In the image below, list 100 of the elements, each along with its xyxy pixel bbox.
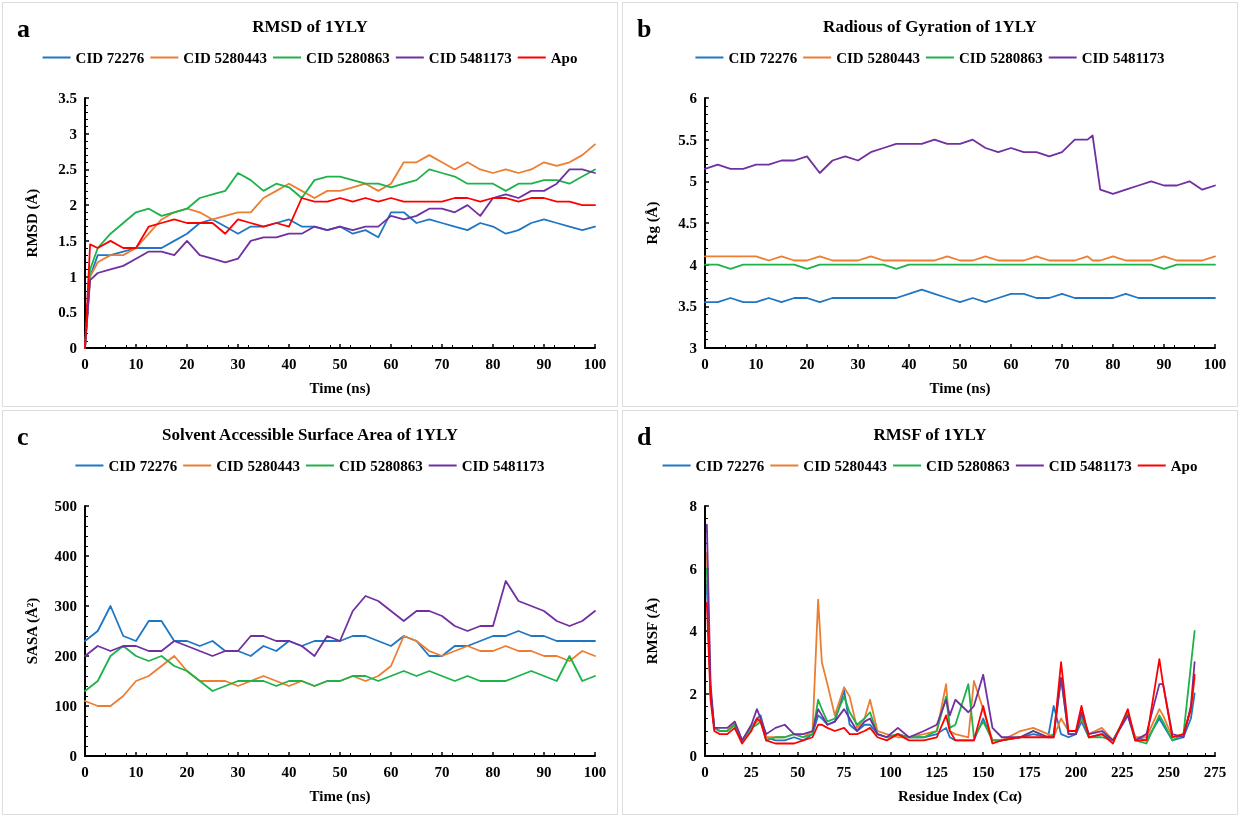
x-tick-label: 10 (128, 763, 144, 780)
text: b (637, 13, 652, 43)
y-tick-label: 2 (69, 197, 77, 214)
x-tick-label: 0 (701, 763, 709, 780)
legend-label: CID 72276 (728, 49, 798, 66)
x-tick-label: 75 (836, 763, 852, 780)
x-tick-label: 40 (281, 355, 297, 372)
legend-label: Apo (550, 49, 578, 66)
x-tick-label: 80 (485, 763, 501, 780)
x-axis-title: Time (ns) (309, 787, 371, 805)
x-tick-label: 20 (799, 355, 815, 372)
y-tick-label: 3.5 (678, 298, 697, 315)
x-tick-label: 275 (1203, 763, 1227, 780)
y-tick-label: 3 (69, 125, 77, 142)
x-tick-label: 100 (583, 763, 607, 780)
y-axis-title: RMSF (Å) (643, 597, 661, 665)
x-tick-label: 20 (179, 763, 195, 780)
y-tick-label: 500 (54, 498, 77, 514)
x-tick-label: 125 (925, 763, 949, 780)
legend-label: CID 5280863 (958, 49, 1043, 66)
legend-label: CID 5280863 (338, 457, 423, 474)
legend-label: CID 5481173 (1048, 457, 1132, 474)
y-tick-label: 3.5 (58, 90, 77, 106)
x-tick-label: 250 (1157, 763, 1180, 780)
x-tick-label: 60 (383, 355, 399, 372)
chart-title: Radious of Gyration of 1YLY (823, 17, 1037, 36)
legend-label: CID 72276 (75, 49, 145, 66)
y-axis-title: SASA (Å²) (23, 597, 41, 665)
y-tick-label: 8 (689, 498, 697, 514)
line-series (704, 134, 1216, 195)
x-tick-label: 20 (179, 355, 195, 372)
x-tick-label: 80 (485, 355, 501, 372)
x-tick-label: 50 (790, 763, 806, 780)
x-tick-label: 60 (383, 763, 399, 780)
y-tick-label: 4.5 (678, 215, 697, 231)
y-tick-label: 200 (54, 648, 77, 664)
text: c (17, 421, 29, 451)
line-series (84, 645, 596, 692)
y-tick-label: 100 (54, 698, 77, 714)
x-tick-label: 100 (583, 355, 607, 372)
x-tick-label: 100 (879, 763, 902, 780)
line-series (84, 580, 596, 657)
legend-label: CID 72276 (695, 457, 765, 474)
x-tick-label: 30 (230, 355, 246, 372)
legend-label: CID 5280443 (183, 49, 268, 66)
x-tick-label: 0 (701, 355, 709, 372)
y-axis-title: Rg (Å) (643, 201, 661, 245)
chart-title: RMSD of 1YLY (252, 17, 368, 36)
x-tick-label: 90 (536, 355, 552, 372)
x-tick-label: 10 (128, 355, 144, 372)
line-series (704, 288, 1216, 304)
x-tick-label: 70 (434, 355, 450, 372)
y-tick-label: 0.5 (58, 304, 77, 321)
x-tick-label: 70 (434, 763, 450, 780)
x-tick-label: 0 (81, 355, 89, 372)
chart-title: RMSF of 1YLY (873, 425, 987, 444)
x-tick-label: 225 (1111, 763, 1134, 780)
y-tick-label: 400 (54, 548, 77, 564)
legend-label: CID 5280443 (836, 49, 920, 66)
legend-label: Apo (1170, 457, 1198, 474)
legend-label: CID 5280443 (803, 457, 888, 474)
x-tick-label: 60 (1003, 355, 1019, 372)
y-tick-label: 0 (69, 340, 77, 356)
y-tick-label: 0 (689, 748, 697, 764)
x-axis-title: Residue Index (Cα) (897, 787, 1023, 805)
x-tick-label: 50 (952, 355, 968, 372)
y-tick-label: 2 (689, 685, 697, 702)
text: d (637, 421, 652, 451)
x-tick-label: 0 (81, 763, 89, 780)
x-tick-label: 175 (1018, 763, 1041, 780)
legend-label: CID 5280443 (216, 457, 300, 474)
x-tick-label: 50 (332, 355, 348, 372)
x-tick-label: 30 (230, 763, 246, 780)
x-tick-label: 150 (971, 763, 995, 780)
legend-label: CID 5481173 (1081, 49, 1165, 66)
x-axis-title: Time (ns) (309, 379, 371, 397)
line-series (84, 605, 596, 657)
legend-label: CID 5481173 (428, 49, 512, 66)
y-axis-title: RMSD (Å) (23, 188, 41, 258)
y-tick-label: 5 (689, 173, 697, 190)
x-tick-label: 30 (850, 355, 866, 372)
text: a (17, 13, 30, 43)
y-tick-label: 0 (69, 748, 77, 764)
y-tick-label: 4 (689, 623, 698, 639)
x-tick-label: 70 (1054, 355, 1070, 372)
x-tick-label: 10 (748, 355, 764, 372)
y-tick-label: 1.5 (58, 232, 77, 249)
x-tick-label: 90 (536, 763, 552, 780)
legend-label: CID 5481173 (461, 457, 545, 474)
y-tick-label: 3 (689, 340, 697, 356)
x-tick-label: 40 (901, 355, 917, 372)
x-tick-label: 100 (1203, 355, 1227, 372)
y-tick-label: 4 (689, 256, 698, 273)
legend-label: CID 72276 (108, 457, 178, 474)
y-tick-label: 2.5 (58, 161, 77, 178)
chart-title: Solvent Accessible Surface Area of 1YLY (161, 425, 459, 444)
x-tick-label: 80 (1105, 355, 1121, 372)
x-tick-label: 90 (1156, 355, 1172, 372)
x-tick-label: 25 (743, 763, 759, 780)
y-tick-label: 6 (689, 560, 698, 577)
